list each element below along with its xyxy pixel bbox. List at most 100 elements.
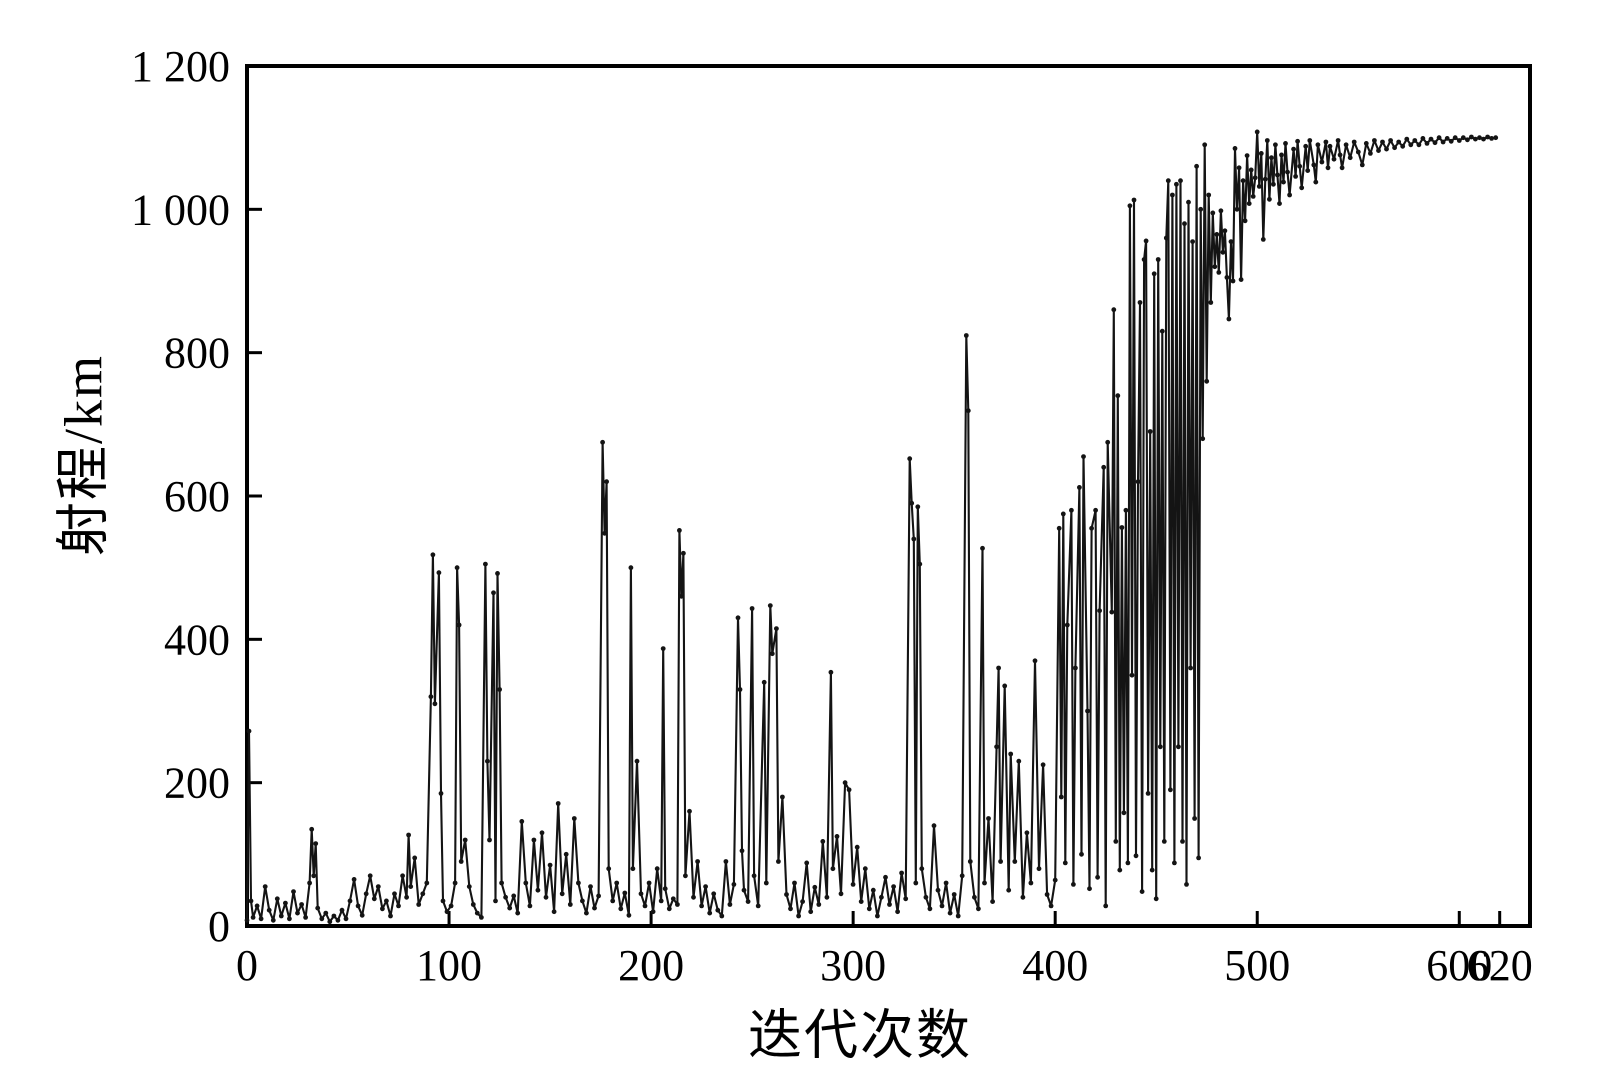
data-point-marker — [1109, 609, 1115, 615]
data-point-marker — [1315, 142, 1321, 148]
data-point-marker — [687, 808, 692, 814]
y-tick-label: 600 — [164, 472, 230, 521]
data-point-marker — [1044, 892, 1050, 897]
data-point-marker — [879, 894, 884, 900]
data-point-marker — [1186, 199, 1191, 205]
data-point-marker — [1473, 136, 1478, 142]
data-point-marker — [1465, 137, 1470, 143]
data-point-marker — [628, 565, 634, 571]
data-point-marker — [547, 862, 553, 868]
data-point-marker — [507, 905, 513, 911]
data-point-marker — [1123, 507, 1129, 513]
data-point-marker — [679, 593, 684, 599]
data-point-marker — [1131, 197, 1137, 203]
data-point-marker — [1307, 138, 1313, 143]
y-tick-label: 800 — [164, 329, 230, 378]
data-point-marker — [1143, 238, 1149, 244]
data-point-marker — [1493, 135, 1499, 141]
data-point-marker — [610, 898, 616, 904]
data-point-marker — [1081, 454, 1086, 459]
data-point-marker — [1208, 300, 1214, 305]
data-point-marker — [749, 606, 755, 611]
data-point-marker — [1204, 378, 1210, 384]
data-point-marker — [828, 669, 834, 675]
data-point-marker — [1448, 138, 1454, 144]
data-point-marker — [487, 837, 492, 843]
data-point-marker — [1291, 146, 1296, 152]
data-point-marker — [1224, 275, 1230, 280]
data-point-marker — [870, 887, 876, 893]
data-point-marker — [919, 866, 925, 872]
y-tick-label: 0 — [208, 902, 230, 951]
x-tick-label: 100 — [416, 941, 482, 990]
data-point-marker — [567, 902, 573, 907]
data-point-marker — [456, 622, 462, 628]
data-point-marker — [947, 910, 953, 916]
x-tick-label: 500 — [1224, 941, 1290, 990]
data-point-marker — [658, 898, 664, 904]
data-point-marker — [808, 909, 814, 915]
data-point-marker — [1400, 143, 1406, 149]
data-point-marker — [1436, 135, 1442, 141]
data-point-marker — [1165, 178, 1171, 184]
data-point-marker — [1432, 140, 1438, 146]
data-point-marker — [555, 801, 561, 806]
data-point-marker — [1212, 264, 1218, 270]
data-point-marker — [909, 500, 915, 506]
data-point-marker — [404, 894, 409, 900]
data-point-marker — [430, 552, 436, 558]
data-point-marker — [715, 907, 721, 913]
data-point-marker — [1147, 429, 1153, 434]
data-point-marker — [1145, 791, 1151, 796]
data-point-marker — [1062, 860, 1068, 866]
data-point-marker — [699, 903, 704, 909]
data-point-marker — [311, 873, 317, 879]
data-point-marker — [283, 900, 288, 906]
data-point-marker — [319, 916, 325, 922]
data-point-marker — [313, 841, 319, 846]
data-point-marker — [1170, 192, 1175, 198]
data-point-marker — [1172, 860, 1177, 866]
data-point-marker — [531, 837, 537, 843]
data-point-marker — [1331, 156, 1337, 162]
data-point-marker — [466, 884, 472, 889]
data-point-marker — [800, 899, 805, 904]
data-point-marker — [1325, 165, 1331, 171]
data-point-marker — [1287, 192, 1292, 198]
data-point-marker — [270, 917, 276, 923]
data-point-marker — [380, 906, 385, 912]
data-point-marker — [707, 910, 713, 916]
data-point-marker — [1077, 485, 1082, 490]
data-point-marker — [745, 899, 751, 904]
data-point-marker — [1469, 134, 1474, 140]
data-point-marker — [452, 880, 458, 886]
data-point-marker — [1477, 135, 1482, 141]
data-point-marker — [367, 873, 373, 879]
data-point-marker — [1412, 138, 1418, 143]
data-point-marker — [1119, 525, 1125, 530]
data-point-marker — [731, 882, 737, 887]
data-point-marker — [1323, 139, 1329, 145]
y-tick-label: 200 — [164, 759, 230, 808]
data-point-marker — [996, 665, 1001, 671]
data-point-marker — [767, 603, 773, 608]
data-point-marker — [274, 896, 280, 902]
data-point-marker — [963, 333, 969, 338]
data-point-marker — [406, 832, 411, 838]
data-point-marker — [258, 916, 264, 922]
data-point-marker — [1260, 237, 1266, 242]
data-point-marker — [1161, 839, 1167, 844]
data-point-marker — [1351, 139, 1357, 145]
data-point-marker — [907, 456, 913, 462]
data-point-marker — [935, 887, 941, 893]
data-point-marker — [493, 898, 498, 904]
data-point-marker — [588, 884, 593, 889]
data-point-marker — [1281, 179, 1286, 185]
data-point-marker — [1384, 146, 1389, 152]
data-point-marker — [448, 903, 454, 909]
data-point-marker — [1258, 151, 1264, 156]
data-point-marker — [677, 528, 682, 533]
data-point-marker — [1428, 136, 1434, 142]
data-point-marker — [903, 896, 909, 902]
data-point-marker — [1293, 174, 1298, 179]
